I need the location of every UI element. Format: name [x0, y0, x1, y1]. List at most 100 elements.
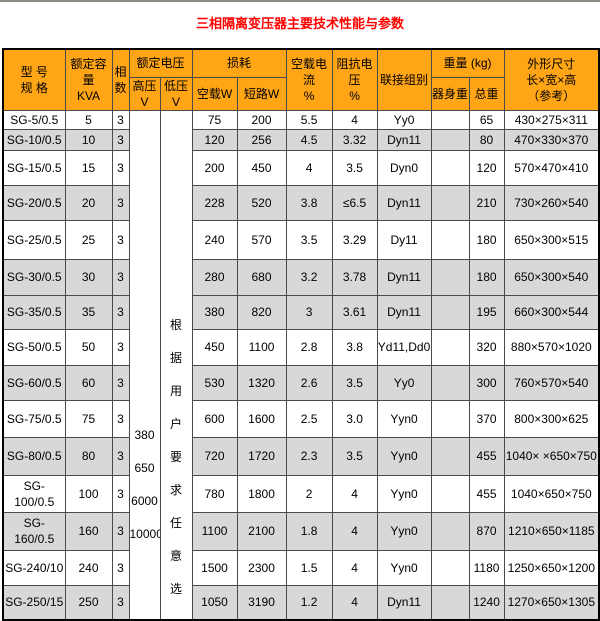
- cell-total-weight: 870: [468, 511, 505, 551]
- cell-connection: Dyn0: [376, 149, 432, 186]
- table-row: SG-60/0.5 60 3 530 1320 2.6 3.5 Yy0 300 760×570×5…: [2, 364, 600, 401]
- cell-model: SG-50/0.5: [2, 328, 66, 366]
- cell-kva: 25: [64, 219, 113, 260]
- cell-phases: 3: [111, 474, 130, 513]
- cell-connection: Yyn0: [376, 511, 432, 551]
- cell-kva: 250: [64, 584, 113, 621]
- header-short-w: 短路W: [236, 76, 287, 111]
- cell-kva: 15: [64, 149, 113, 186]
- cell-model: SG-75/0.5: [2, 399, 66, 438]
- cell-no-load-w: 720: [191, 436, 238, 476]
- cell-kva: 240: [64, 549, 113, 586]
- cell-no-load-current: 3: [285, 294, 333, 330]
- table-row: SG-100/0.5 100 3 780 1800 2 4 Yyn0 455 1040×650×7…: [2, 474, 600, 513]
- cell-model: SG-160/0.5: [2, 511, 66, 551]
- cell-connection: Yyn0: [376, 436, 432, 476]
- cell-no-load-current: 2.5: [285, 399, 333, 438]
- cell-no-load-current: 1.2: [285, 584, 333, 621]
- cell-no-load-w: 228: [191, 184, 238, 221]
- cell-total-weight: 1240: [468, 584, 505, 621]
- cell-no-load-w: 280: [191, 258, 238, 296]
- cell-body-weight: [430, 294, 470, 330]
- cell-total-weight: 195: [468, 294, 505, 330]
- header-dimensions: 外形尺寸 长×宽×高 （参考）: [503, 48, 600, 111]
- cell-model: SG-250/15: [2, 584, 66, 621]
- cell-kva: 20: [64, 184, 113, 221]
- cell-model: SG-35/0.5: [2, 294, 66, 330]
- cell-body-weight: [430, 184, 470, 221]
- cell-kva: 50: [64, 328, 113, 366]
- cell-short-w: 1720: [236, 436, 287, 476]
- header-phases: 相 数: [111, 48, 130, 111]
- cell-phases: 3: [111, 219, 130, 260]
- cell-impedance: ≤6.5: [331, 184, 378, 221]
- lv-voltage-note: 根 据 用 户 要 求 任 意 选: [170, 317, 183, 596]
- cell-connection: Yyn0: [376, 474, 432, 513]
- cell-phases: 3: [111, 328, 130, 366]
- cell-dimensions: 1040×650×750: [503, 474, 600, 513]
- cell-short-w: 1600: [236, 399, 287, 438]
- cell-no-load-w: 120: [191, 128, 238, 151]
- table-row: SG-160/0.5 160 3 1100 2100 1.8 4 Yyn0 870 1210×65…: [2, 511, 600, 551]
- table-row: SG-50/0.5 50 3 450 1100 2.8 3.8 Yd11,Dd0 320 880×…: [2, 328, 600, 366]
- cell-body-weight: [430, 364, 470, 401]
- cell-connection: Yyn0: [376, 549, 432, 586]
- cell-no-load-current: 5.5: [285, 109, 333, 130]
- cell-short-w: 1100: [236, 328, 287, 366]
- header-lv: 低压V: [159, 76, 193, 111]
- cell-short-w: 2300: [236, 549, 287, 586]
- header-no-load-w: 空载W: [191, 76, 238, 111]
- cell-model: SG-60/0.5: [2, 364, 66, 401]
- cell-kva: 75: [64, 399, 113, 438]
- cell-total-weight: 370: [468, 399, 505, 438]
- cell-lv-merged: 根 据 用 户 要 求 任 意 选: [159, 109, 193, 621]
- cell-phases: 3: [111, 149, 130, 186]
- cell-total-weight: 120: [468, 149, 505, 186]
- cell-model: SG-100/0.5: [2, 474, 66, 513]
- cell-phases: 3: [111, 549, 130, 586]
- cell-phases: 3: [111, 128, 130, 151]
- cell-total-weight: 455: [468, 436, 505, 476]
- cell-no-load-w: 200: [191, 149, 238, 186]
- cell-body-weight: [430, 436, 470, 476]
- cell-no-load-current: 2.6: [285, 364, 333, 401]
- cell-connection: Dyn11: [376, 184, 432, 221]
- cell-phases: 3: [111, 511, 130, 551]
- cell-model: SG-10/0.5: [2, 128, 66, 151]
- cell-model: SG-30/0.5: [2, 258, 66, 296]
- cell-no-load-w: 450: [191, 328, 238, 366]
- cell-model: SG-240/10: [2, 549, 66, 586]
- table-row: SG-75/0.5 75 3 600 1600 2.5 3.0 Yyn0 370 800×300×…: [2, 399, 600, 438]
- cell-total-weight: 320: [468, 328, 505, 366]
- cell-impedance: 4: [331, 549, 378, 586]
- cell-phases: 3: [111, 364, 130, 401]
- cell-impedance: 3.32: [331, 128, 378, 151]
- header-body-weight: 器身重: [430, 76, 470, 111]
- cell-phases: 3: [111, 399, 130, 438]
- cell-body-weight: [430, 328, 470, 366]
- header-model: 型 号 规 格: [2, 48, 66, 111]
- cell-no-load-current: 2.3: [285, 436, 333, 476]
- page-title: 三相隔离变压器主要技术性能与参数: [195, 16, 404, 31]
- header-hv: 高压V: [128, 76, 161, 111]
- cell-no-load-current: 4.5: [285, 128, 333, 151]
- cell-impedance: 4: [331, 474, 378, 513]
- cell-impedance: 3.5: [331, 364, 378, 401]
- cell-total-weight: 210: [468, 184, 505, 221]
- cell-connection: Dyn11: [376, 128, 432, 151]
- top-bar: [0, 0, 600, 2]
- cell-total-weight: 65: [468, 109, 505, 130]
- cell-dimensions: 1250×650×1200: [503, 549, 600, 586]
- table-row: SG-10/0.5 10 3 120 256 4.5 3.32 Dyn11 80 470×330×…: [2, 128, 600, 151]
- cell-body-weight: [430, 128, 470, 151]
- cell-body-weight: [430, 149, 470, 186]
- cell-impedance: 4: [331, 109, 378, 130]
- cell-no-load-current: 4: [285, 149, 333, 186]
- spec-table: 型 号 规 格 额定容量 KVA 相 数 额定电压 损耗 空载电流 % 阻抗电压…: [2, 48, 600, 621]
- cell-kva: 100: [64, 474, 113, 513]
- cell-dimensions: 570×470×410: [503, 149, 600, 186]
- cell-dimensions: 1270×650×1305: [503, 584, 600, 621]
- cell-no-load-w: 240: [191, 219, 238, 260]
- cell-phases: 3: [111, 584, 130, 621]
- cell-impedance: 4: [331, 511, 378, 551]
